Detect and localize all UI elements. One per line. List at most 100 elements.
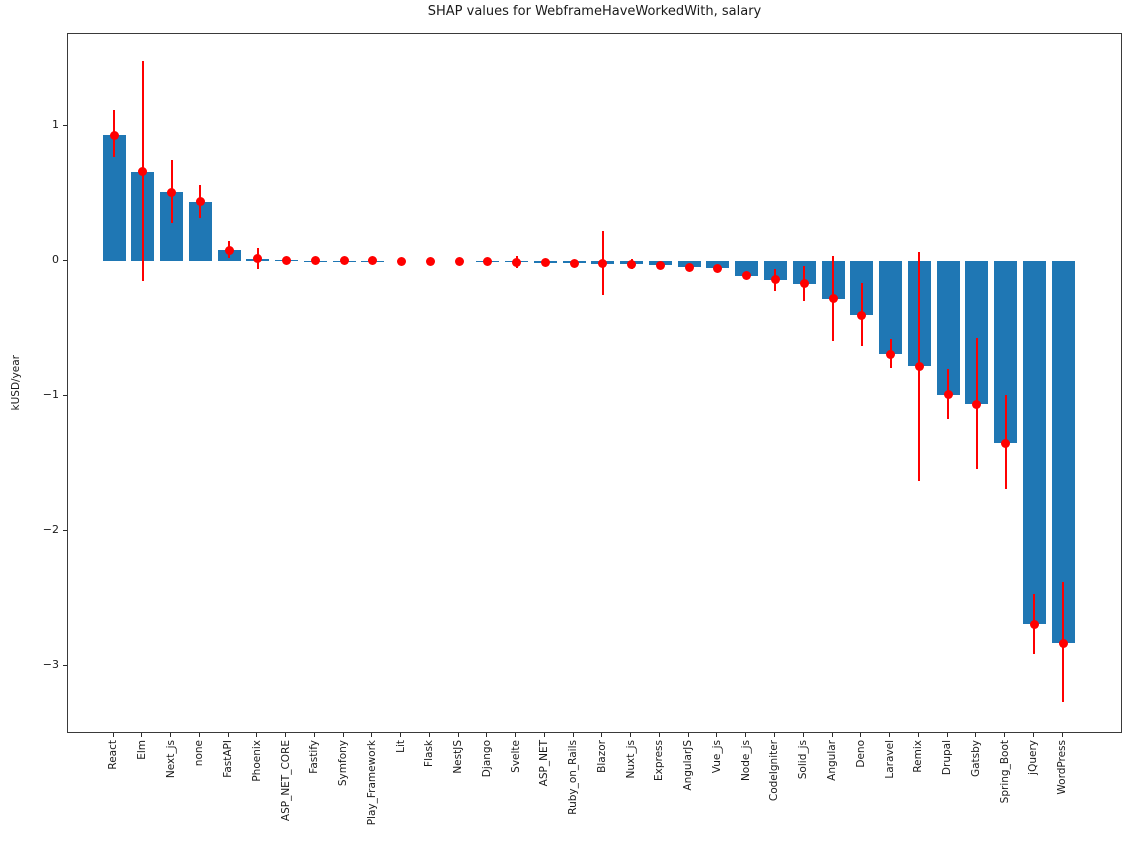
x-tick-label-jQuery: jQuery — [1022, 740, 1044, 860]
x-tick-label-Node_js: Node_js — [735, 740, 757, 860]
x-tick-label-text: Blazor — [595, 740, 608, 773]
x-tick-mark — [400, 733, 402, 737]
mean-dot-Blazor — [598, 259, 608, 269]
mean-dot-Remix — [914, 361, 924, 371]
x-tick-mark — [342, 733, 344, 737]
x-tick-label-Spring_Boot: Spring_Boot — [994, 740, 1016, 860]
x-tick-label-Nuxt_js: Nuxt_js — [620, 740, 642, 860]
x-tick-label-text: Django — [480, 740, 493, 778]
mean-dot-Django — [483, 256, 493, 266]
mean-dot-NestJS — [454, 256, 464, 266]
x-tick-label-text: Fastify — [308, 740, 321, 774]
bar-Drupal — [936, 261, 960, 395]
bar-none — [188, 201, 212, 261]
mean-dot-React — [109, 130, 119, 140]
y-axis-label: kUSD/year — [6, 33, 26, 733]
mean-dot-Nuxt_js — [627, 259, 637, 269]
mean-dot-Phoenix — [253, 254, 263, 264]
x-tick-label-Svelte: Svelte — [505, 740, 527, 860]
x-tick-mark — [773, 733, 775, 737]
x-tick-mark — [860, 733, 862, 737]
x-tick-label-text: Phoenix — [250, 740, 263, 782]
bar-Laravel — [879, 261, 903, 355]
y-tick-mark — [63, 259, 67, 261]
x-tick-label-Deno: Deno — [850, 740, 872, 860]
x-tick-label-Vue_js: Vue_js — [706, 740, 728, 860]
chart-title: SHAP values for WebframeHaveWorkedWith, … — [427, 4, 762, 19]
x-tick-label-Flask: Flask — [418, 740, 440, 860]
mean-dot-Play_Framework — [368, 256, 378, 266]
y-tick-label: 0 — [52, 253, 59, 266]
x-tick-mark — [831, 733, 833, 737]
x-tick-label-text: Play_Framework — [365, 740, 378, 826]
x-tick-label-Elm: Elm — [131, 740, 153, 860]
x-tick-label-CodeIgniter: CodeIgniter — [763, 740, 785, 860]
x-tick-mark — [630, 733, 632, 737]
x-tick-label-text: Vue_js — [710, 740, 723, 774]
x-tick-mark — [917, 733, 919, 737]
x-tick-label-text: Symfony — [337, 740, 350, 787]
x-tick-label-Gatsby: Gatsby — [965, 740, 987, 860]
x-tick-label-Express: Express — [648, 740, 670, 860]
x-tick-mark — [572, 733, 574, 737]
x-tick-label-text: Laravel — [883, 740, 896, 779]
x-tick-mark — [256, 733, 258, 737]
x-tick-label-text: FastAPI — [222, 740, 235, 778]
mean-dot-Fastify — [310, 256, 320, 266]
x-tick-mark — [889, 733, 891, 737]
x-tick-label-text: Drupal — [941, 740, 954, 776]
mean-dot-FastAPI — [224, 245, 234, 255]
x-tick-label-NestJS: NestJS — [447, 740, 469, 860]
x-tick-label-text: ASP_NET_CORE — [279, 740, 292, 822]
plot-area — [67, 33, 1122, 733]
x-tick-label-WordPress: WordPress — [1051, 740, 1073, 860]
mean-dot-Angular — [828, 294, 838, 304]
mean-dot-Spring_Boot — [1001, 438, 1011, 448]
mean-dot-ASP_NET — [540, 258, 550, 268]
mean-dot-Gatsby — [972, 399, 982, 409]
x-tick-label-text: Spring_Boot — [998, 740, 1011, 804]
x-tick-mark — [141, 733, 143, 737]
x-tick-label-Drupal: Drupal — [936, 740, 958, 860]
y-tick-label: 1 — [52, 118, 59, 131]
x-tick-label-text: Lit — [394, 740, 407, 753]
mean-dot-AngularJS — [684, 262, 694, 272]
x-tick-label-ASP_NET: ASP_NET — [533, 740, 555, 860]
x-tick-mark — [515, 733, 517, 737]
mean-dot-Vue_js — [713, 263, 723, 273]
x-tick-label-text: Svelte — [509, 740, 522, 773]
x-tick-label-text: Ruby_on_Rails — [567, 740, 580, 815]
y-tick-mark — [63, 664, 67, 666]
x-tick-label-text: Angular — [826, 740, 838, 781]
bar-jQuery — [1022, 261, 1046, 625]
x-tick-mark — [946, 733, 948, 737]
bar-React — [102, 135, 126, 261]
x-tick-mark — [543, 733, 545, 737]
mean-dot-Node_js — [742, 271, 752, 281]
x-tick-mark — [227, 733, 229, 737]
x-tick-label-Symfony: Symfony — [332, 740, 354, 860]
mean-dot-ASP_NET_CORE — [282, 255, 292, 265]
x-tick-label-Next_js: Next_js — [160, 740, 182, 860]
x-tick-mark — [1061, 733, 1063, 737]
x-tick-label-AngularJS: AngularJS — [677, 740, 699, 860]
y-tick-mark — [63, 394, 67, 396]
x-tick-label-Laravel: Laravel — [879, 740, 901, 860]
mean-dot-Laravel — [886, 349, 896, 359]
x-tick-mark — [745, 733, 747, 737]
y-tick-label: −2 — [42, 523, 59, 536]
x-tick-label-text: Deno — [854, 740, 867, 768]
x-tick-mark — [975, 733, 977, 737]
mean-dot-none — [195, 197, 205, 207]
x-tick-mark — [198, 733, 200, 737]
bar-WordPress — [1051, 261, 1075, 644]
x-tick-mark — [1004, 733, 1006, 737]
x-tick-label-text: Gatsby — [969, 740, 982, 778]
x-tick-mark — [428, 733, 430, 737]
x-tick-label-Play_Framework: Play_Framework — [361, 740, 383, 860]
mean-dot-WordPress — [1058, 638, 1068, 648]
x-tick-label-text: Next_js — [164, 740, 177, 779]
x-tick-mark — [371, 733, 373, 737]
mean-dot-Svelte — [512, 257, 522, 267]
